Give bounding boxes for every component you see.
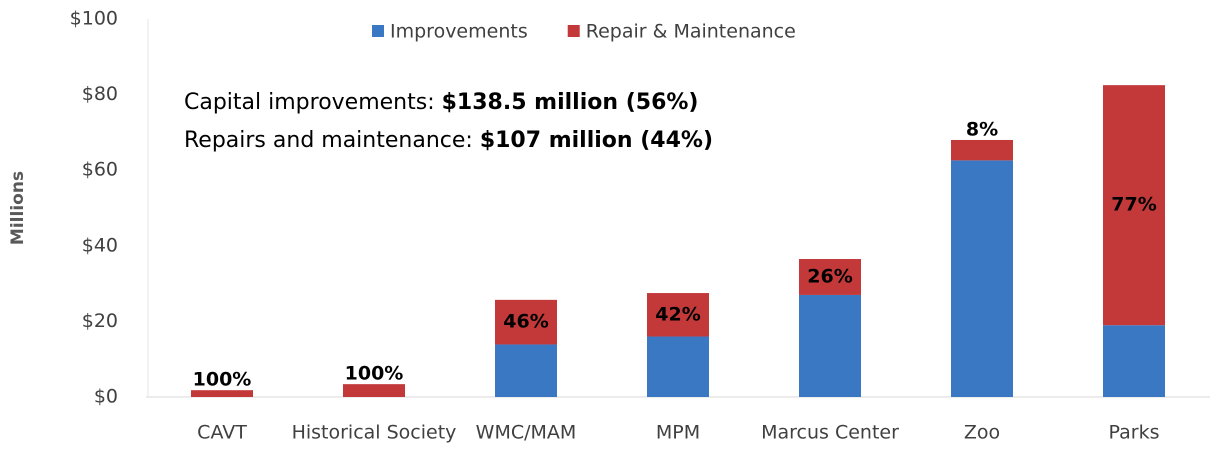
bar-segment <box>799 294 861 397</box>
bar-segment <box>647 336 709 397</box>
bar-segment <box>495 344 557 397</box>
bar-segment <box>343 384 405 397</box>
x-tick-label: CAVT <box>197 422 247 444</box>
bar-segment <box>495 299 557 345</box>
x-tick-label: MPM <box>656 422 700 444</box>
annotation-part: $107 million (44%) <box>480 128 713 153</box>
y-tick-label: $40 <box>82 234 118 256</box>
y-tick-label: $20 <box>82 310 118 332</box>
annotation-part: Repairs and maintenance: <box>184 128 480 153</box>
x-tick-label: WMC/MAM <box>476 422 577 444</box>
legend-label: Repair & Maintenance <box>586 21 796 43</box>
y-tick-label: $100 <box>70 8 118 30</box>
bar-segment <box>1103 85 1165 326</box>
y-tick-label: $80 <box>82 83 118 105</box>
legend-label: Improvements <box>390 21 528 43</box>
legend-swatch <box>372 25 384 37</box>
x-tick-label: Zoo <box>964 422 1000 444</box>
annotation-part: Capital improvements: <box>184 90 442 115</box>
share-label: 77% <box>1111 194 1156 216</box>
y-tick-label: $60 <box>82 159 118 181</box>
legend-swatch <box>567 25 580 37</box>
bar-segment <box>951 160 1013 397</box>
bar-segment <box>951 139 1013 161</box>
annotation: Repairs and maintenance: $107 million (4… <box>184 128 713 153</box>
bar-segment <box>799 259 861 295</box>
y-axis-label: Millions <box>8 171 28 245</box>
x-tick-label: Parks <box>1109 422 1160 444</box>
y-tick-label: $0 <box>94 386 118 408</box>
x-tick-label: Marcus Center <box>761 422 899 444</box>
share-label: 8% <box>966 118 998 140</box>
share-label: 26% <box>807 265 852 287</box>
share-label: 46% <box>503 311 548 333</box>
bar-segment <box>647 293 709 337</box>
annotation-part: $138.5 million (56%) <box>442 90 699 115</box>
share-label: 100% <box>193 369 252 391</box>
share-label: 100% <box>345 363 404 385</box>
bar-segment <box>1103 325 1165 397</box>
x-tick-label: Historical Society <box>292 422 457 444</box>
annotation: Capital improvements: $138.5 million (56… <box>184 90 698 115</box>
share-label: 42% <box>655 303 700 325</box>
bar-segment <box>191 390 253 397</box>
